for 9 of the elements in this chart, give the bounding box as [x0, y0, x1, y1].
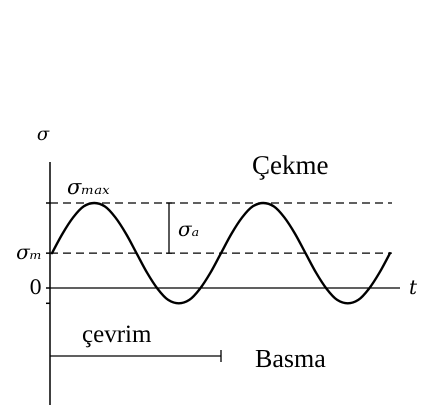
text: Çekme — [252, 150, 328, 180]
annotation: σₐ — [178, 217, 200, 241]
text: Basma — [255, 344, 326, 373]
y-axis-title: σ — [36, 124, 50, 145]
ref-line-label: σₘₐₓ — [67, 175, 110, 199]
ref-line-label: σₘ — [16, 240, 42, 264]
text: çevrim — [82, 321, 152, 348]
x-axis-title: t — [409, 275, 418, 299]
ref-line-label: 0 — [29, 275, 42, 299]
